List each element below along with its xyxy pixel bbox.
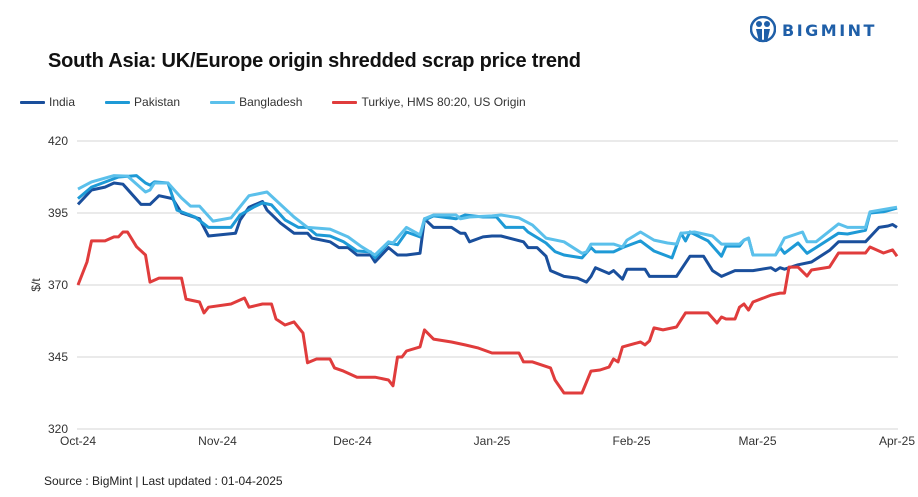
x-tick-label: Dec-24 <box>333 434 372 448</box>
x-tick-label: Feb-25 <box>612 434 650 448</box>
legend-label: India <box>49 95 76 109</box>
y-tick-label: 320 <box>48 422 68 436</box>
legend-label: Pakistan <box>134 95 181 109</box>
chart-title: South Asia: UK/Europe origin shredded sc… <box>48 50 581 72</box>
bigmint-logo: BIGMINT <box>750 16 877 44</box>
legend-swatch <box>210 100 236 104</box>
legend-label: Turkiye, HMS 80:20, US Origin <box>361 95 526 109</box>
source-note: Source : BigMint | Last updated : 01-04-… <box>44 474 283 488</box>
series-line-turkiye <box>76 230 899 395</box>
legend-swatch <box>20 100 45 104</box>
y-axis-label: $/t <box>29 278 43 292</box>
series-line-india <box>76 181 898 284</box>
legend-item: Pakistan <box>105 95 180 109</box>
bigmint-logo-icon <box>750 16 776 43</box>
x-tick-label: Oct-24 <box>60 434 96 448</box>
y-tick-label: 420 <box>48 134 68 148</box>
bigmint-logo-text: BIGMINT <box>782 20 877 40</box>
legend-label: Bangladesh <box>239 95 303 109</box>
series-line-bangladesh <box>77 174 898 257</box>
legend-swatch <box>105 100 131 104</box>
legend: India Pakistan Bangladesh Turkiye, HMS 80:2… <box>20 95 556 109</box>
y-tick-label: 395 <box>48 206 68 220</box>
legend-item: Turkiye, HMS 80:20, US Origin <box>332 95 526 109</box>
x-tick-label: Nov-24 <box>198 434 237 448</box>
y-tick-label: 345 <box>48 350 68 364</box>
legend-swatch <box>332 100 358 104</box>
x-tick-label: Apr-25 <box>879 434 915 448</box>
x-tick-label: Mar-25 <box>738 434 776 448</box>
y-tick-label: 370 <box>48 278 68 292</box>
legend-item: India <box>20 95 75 109</box>
legend-item: Bangladesh <box>210 95 302 109</box>
x-tick-label: Jan-25 <box>474 434 511 448</box>
